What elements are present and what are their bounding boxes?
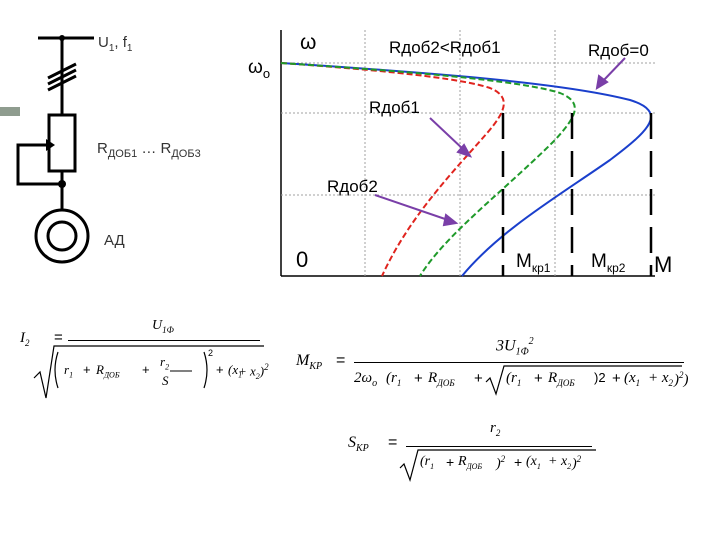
junction-dot-top: [59, 35, 65, 41]
arrow-rdob2-line: [374, 194, 449, 221]
motor-label: АД: [104, 232, 125, 249]
resistance-compare-label: Rдоб2<Rдоб1: [389, 38, 501, 57]
graph-grid: [281, 30, 655, 276]
mkr1-label: Mкр1: [516, 251, 551, 275]
arrow-rdob2-head-icon: [442, 213, 459, 227]
supply-label: U1, f1: [98, 34, 133, 54]
motor-outer-circle: [34, 208, 90, 264]
speed-torque-graph: [280, 30, 655, 277]
omega-axis-label: ω: [300, 31, 317, 54]
rheostat-slider-wire: [16, 143, 62, 186]
rdob-zero-label: Rдоб=0: [588, 41, 649, 60]
formula-rotor-current: I2 = U1Ф r1 + RДОБ + r2 S 2 + (x1: [14, 310, 274, 400]
curve-rdob1: [280, 62, 505, 277]
torque-axis-label: M: [654, 252, 673, 277]
mkr2-label: Mкр2: [591, 251, 626, 275]
junction-dot-bottom: [58, 180, 66, 188]
arrow-rdob0-head-icon: [595, 74, 609, 90]
formula-critical-torque: MКР = 3U1Ф2 2ωo (r1 + RДОБ + (r1 + RДОБ …: [294, 328, 694, 398]
motor-circuit-diagram: [16, 35, 94, 264]
phase-tick-3: [47, 74, 77, 92]
rdob2-label: Rдоб2: [327, 177, 378, 196]
phase-tick-1: [47, 62, 77, 80]
resistor-range-label: RДОБ1 … RДОБ3: [97, 140, 201, 160]
motor-inner-circle: [46, 220, 78, 252]
formula-current-tail: + x2)2: [238, 362, 269, 381]
phase-tick-2: [47, 68, 77, 86]
omega-zero-label: ωo: [248, 57, 271, 81]
arrow-rdob0-line: [601, 57, 626, 83]
slide-accent-bar: [0, 107, 20, 116]
arrow-rdob1-head-icon: [456, 143, 473, 158]
origin-label: 0: [296, 247, 309, 272]
rheostat-arrow-icon: [46, 139, 55, 151]
rdob1-label: Rдоб1: [369, 98, 420, 117]
curve-rdob-zero: [280, 62, 652, 277]
formula-critical-slip: SКР = r2 (r1 + RДОБ )2 + (x1 + x2 )2: [346, 418, 606, 488]
curve-rdob2: [280, 62, 576, 277]
arrow-rdob1-line: [429, 117, 465, 151]
